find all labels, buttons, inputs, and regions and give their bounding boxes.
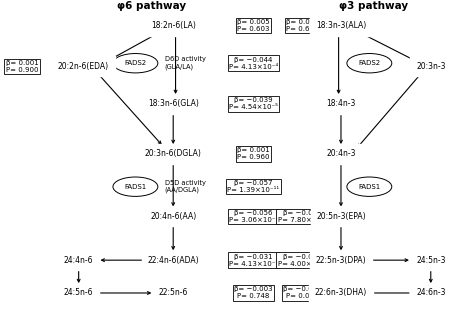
Text: 22:5n-3(DPA): 22:5n-3(DPA) <box>316 256 366 265</box>
Text: 24:6n-3: 24:6n-3 <box>416 289 446 297</box>
Text: 24:5n-6: 24:5n-6 <box>64 289 93 297</box>
Text: FADS2: FADS2 <box>358 60 381 66</box>
Text: 18:4n-3: 18:4n-3 <box>326 99 356 108</box>
Text: β= −0.031
P= 4.13×10⁻⁵: β= −0.031 P= 4.13×10⁻⁵ <box>229 254 278 267</box>
Text: β= −0.039
P= 4.54×10⁻⁵: β= −0.039 P= 4.54×10⁻⁵ <box>229 97 278 110</box>
Text: 22:4n-6(ADA): 22:4n-6(ADA) <box>147 256 199 265</box>
Text: FADS1: FADS1 <box>124 184 146 190</box>
Text: D5D activity
(AA/DGLA): D5D activity (AA/DGLA) <box>164 180 206 193</box>
Text: 24:5n-3: 24:5n-3 <box>416 256 446 265</box>
Text: 20:3n-3: 20:3n-3 <box>416 62 446 71</box>
Text: 20:2n-6(EDA): 20:2n-6(EDA) <box>58 62 109 71</box>
Text: β= −0.035
P= 7.80×10⁻³: β= −0.035 P= 7.80×10⁻³ <box>278 210 327 223</box>
Text: D6D activity
(GLA/LA): D6D activity (GLA/LA) <box>164 57 206 70</box>
Text: β= 0.001
P= 0.960: β= 0.001 P= 0.960 <box>237 147 270 160</box>
Text: 22:5n-6: 22:5n-6 <box>158 289 188 297</box>
Text: β= 0.001
P= 0.900: β= 0.001 P= 0.900 <box>6 60 38 73</box>
Text: φ3 pathway: φ3 pathway <box>339 1 409 11</box>
Text: 24:4n-6: 24:4n-6 <box>64 256 93 265</box>
Text: β= 0.005
P= 0.603: β= 0.005 P= 0.603 <box>237 19 270 32</box>
Text: β= −0.044
P= 4.13×10⁻⁴: β= −0.044 P= 4.13×10⁻⁴ <box>229 57 278 70</box>
Text: FADS2: FADS2 <box>124 60 146 66</box>
Text: 20:3n-6(DGLA): 20:3n-6(DGLA) <box>145 149 201 158</box>
Text: β= −0.056
P= 3.06×10⁻⁷: β= −0.056 P= 3.06×10⁻⁷ <box>229 210 278 223</box>
Text: β= 0.006
P= 0.660: β= 0.006 P= 0.660 <box>286 19 319 32</box>
Text: 20:4n-3: 20:4n-3 <box>326 149 356 158</box>
Text: FADS1: FADS1 <box>358 184 381 190</box>
Text: 22:6n-3(DHA): 22:6n-3(DHA) <box>315 289 367 297</box>
Text: β= −0.003
P= 0.748: β= −0.003 P= 0.748 <box>234 286 273 300</box>
Text: 18:2n-6(LA): 18:2n-6(LA) <box>151 21 196 30</box>
Text: β= −0.025
P= 0.074: β= −0.025 P= 0.074 <box>283 286 321 300</box>
Text: β= −0.057
P= 1.39×10⁻¹¹: β= −0.057 P= 1.39×10⁻¹¹ <box>228 180 280 193</box>
Text: 20:4n-6(AA): 20:4n-6(AA) <box>150 212 196 221</box>
Text: 18:3n-3(ALA): 18:3n-3(ALA) <box>316 21 366 30</box>
Text: β= −0.040
P= 4.00×10⁻⁴: β= −0.040 P= 4.00×10⁻⁴ <box>278 254 327 267</box>
Text: 18:3n-6(GLA): 18:3n-6(GLA) <box>148 99 199 108</box>
Text: φ6 pathway: φ6 pathway <box>118 1 186 11</box>
Text: 20:5n-3(EPA): 20:5n-3(EPA) <box>316 212 366 221</box>
